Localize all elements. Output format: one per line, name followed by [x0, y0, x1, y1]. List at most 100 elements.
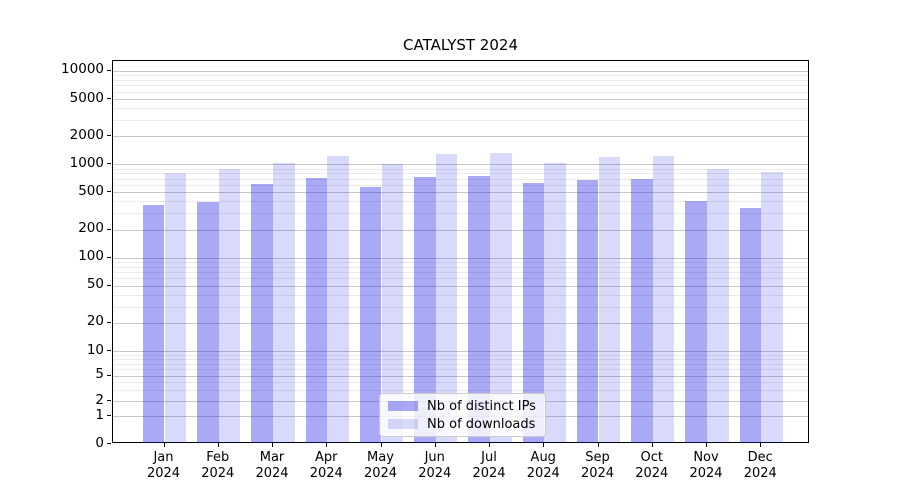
- chart-title: CATALYST 2024: [403, 36, 518, 54]
- legend-item-distinct-ips: Nb of distinct IPs: [388, 399, 537, 414]
- minor-gridline: [113, 389, 808, 391]
- y-tick-mark: [107, 443, 111, 444]
- bar-distinct-ips-mar: [251, 184, 273, 443]
- major-gridline: [113, 351, 808, 353]
- minor-gridline: [113, 306, 808, 308]
- x-tick-label: Sep 2024: [580, 450, 615, 481]
- minor-gridline: [113, 294, 808, 296]
- x-tick-mark: [164, 443, 165, 447]
- y-tick-label: 2000: [69, 126, 104, 143]
- x-tick-mark: [326, 443, 327, 447]
- x-tick-mark: [272, 443, 273, 447]
- bar-downloads-nov: [707, 168, 729, 443]
- x-tick-label: Jan 2024: [146, 450, 181, 481]
- x-tick-mark: [381, 443, 382, 447]
- legend-swatch-downloads: [388, 419, 418, 429]
- bar-downloads-mar: [273, 163, 295, 443]
- minor-gridline: [113, 213, 808, 215]
- bar-downloads-jul: [490, 153, 512, 443]
- y-tick-mark: [107, 191, 111, 192]
- bar-distinct-ips-nov: [685, 201, 707, 443]
- y-tick-label: 20: [86, 313, 104, 330]
- plot-area: Nb of distinct IPs Nb of downloads: [112, 60, 809, 443]
- x-tick-mark: [218, 443, 219, 447]
- legend-label-downloads: Nb of downloads: [427, 416, 536, 432]
- minor-gridline: [113, 185, 808, 187]
- bar-distinct-ips-jan: [142, 205, 165, 443]
- minor-gridline: [113, 119, 808, 121]
- x-tick-mark: [706, 443, 707, 447]
- minor-gridline: [113, 201, 808, 203]
- x-tick-mark: [598, 443, 599, 447]
- minor-gridline: [113, 178, 808, 180]
- major-gridline: [113, 322, 808, 324]
- x-tick-mark: [652, 443, 653, 447]
- y-tick-mark: [107, 257, 111, 258]
- y-tick-label: 10: [86, 341, 104, 358]
- x-tick-mark: [543, 443, 544, 447]
- x-tick-label: Nov 2024: [689, 450, 723, 481]
- y-tick-mark: [107, 98, 111, 99]
- minor-gridline: [113, 168, 808, 170]
- minor-gridline: [113, 363, 808, 365]
- x-tick-label: Jul 2024: [472, 450, 506, 481]
- minor-gridline: [113, 266, 808, 268]
- major-gridline: [113, 229, 808, 231]
- x-tick-mark: [435, 443, 436, 447]
- y-tick-label: 500: [78, 182, 104, 199]
- legend-swatch-distinct-ips: [388, 401, 418, 411]
- x-tick-label: Feb 2024: [201, 450, 235, 481]
- y-tick-label: 50: [86, 276, 104, 293]
- bar-distinct-ips-feb: [197, 201, 219, 443]
- bar-distinct-ips-aug: [522, 183, 545, 443]
- x-tick-label: Apr 2024: [309, 450, 343, 481]
- y-tick-label: 1000: [69, 154, 104, 171]
- bar-distinct-ips-jun: [414, 177, 436, 443]
- major-gridline: [113, 375, 808, 377]
- bar-distinct-ips-jul: [468, 175, 490, 443]
- minor-gridline: [113, 75, 808, 77]
- major-gridline: [113, 192, 808, 194]
- minor-gridline: [113, 173, 808, 175]
- bar-distinct-ips-oct: [631, 178, 653, 443]
- minor-gridline: [113, 272, 808, 274]
- y-tick-label: 200: [78, 220, 104, 237]
- bar-distinct-ips-may: [359, 187, 382, 443]
- legend-item-downloads: Nb of downloads: [388, 417, 537, 432]
- x-tick-label: Jun 2024: [418, 450, 452, 481]
- minor-gridline: [113, 79, 808, 81]
- bar-downloads-sep: [598, 156, 621, 443]
- x-tick-label: Aug 2024: [526, 450, 560, 481]
- minor-gridline: [113, 85, 808, 87]
- y-tick-label: 1: [95, 406, 104, 423]
- bar-downloads-apr: [327, 156, 349, 443]
- minor-gridline: [113, 278, 808, 280]
- x-tick-label: May 2024: [363, 450, 398, 481]
- y-tick-mark: [107, 163, 111, 164]
- x-tick-label: Oct 2024: [635, 450, 669, 481]
- y-tick-mark: [107, 322, 111, 323]
- legend: Nb of distinct IPs Nb of downloads: [379, 393, 546, 437]
- major-gridline: [113, 70, 808, 72]
- y-tick-mark: [107, 415, 111, 416]
- y-tick-mark: [107, 70, 111, 71]
- bar-downloads-may: [381, 164, 404, 443]
- bar-downloads-feb: [218, 169, 241, 443]
- bar-downloads-jun: [435, 154, 458, 443]
- bar-distinct-ips-dec: [739, 208, 762, 443]
- x-tick-label: Mar 2024: [255, 450, 289, 481]
- x-tick-mark: [760, 443, 761, 447]
- bar-downloads-oct: [652, 155, 675, 443]
- minor-gridline: [113, 358, 808, 360]
- major-gridline: [113, 164, 808, 166]
- y-tick-label: 100: [78, 248, 104, 265]
- y-tick-mark: [107, 375, 111, 376]
- x-tick-label: Dec 2024: [743, 450, 777, 481]
- y-tick-mark: [107, 400, 111, 401]
- bar-distinct-ips-sep: [576, 179, 599, 443]
- minor-gridline: [113, 381, 808, 383]
- bar-downloads-aug: [544, 163, 566, 443]
- bar-downloads-dec: [761, 172, 783, 443]
- y-tick-mark: [107, 285, 111, 286]
